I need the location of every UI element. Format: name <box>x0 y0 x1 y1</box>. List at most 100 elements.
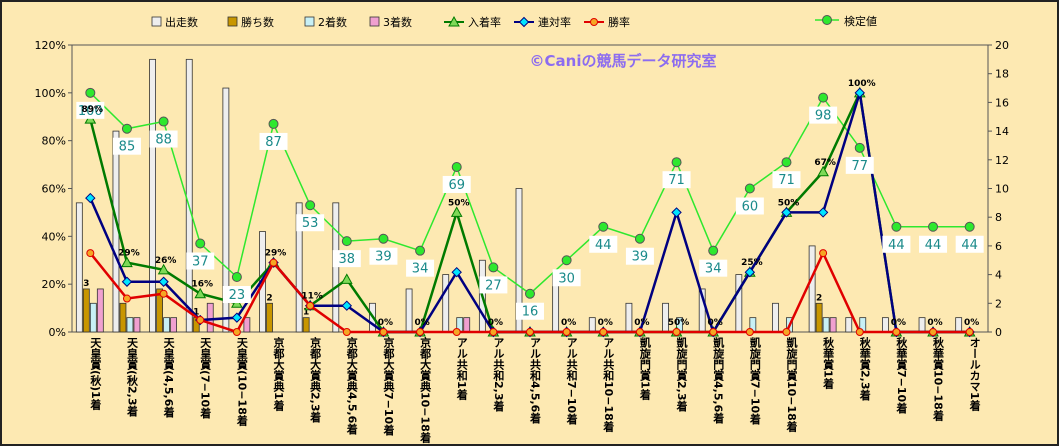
series-勝率 <box>86 249 974 336</box>
bar-出走数 <box>332 202 340 333</box>
category-label: 京都大賞典7−10着 <box>382 336 396 436</box>
watermark: ©Caniの競馬データ研究室 <box>530 52 717 70</box>
marker-勝率 <box>745 328 754 336</box>
kentei-marker <box>268 118 279 129</box>
left-axis-tick-label: 80% <box>42 135 66 148</box>
marker-連対率 <box>781 207 792 218</box>
marker-勝率 <box>855 328 864 336</box>
kentei-label-box <box>809 106 838 124</box>
rate-data-label: 67% <box>814 158 836 168</box>
bar-出走数 <box>588 317 596 333</box>
rate-data-label: 16% <box>191 280 213 290</box>
marker-勝率 <box>599 328 608 336</box>
rate-data-label: 0% <box>378 318 393 328</box>
category-label: 京都大賞典1着 <box>272 336 286 412</box>
kentei-label: 87 <box>265 135 282 150</box>
bar-3着数 <box>243 317 251 333</box>
kentei-label-box <box>222 285 251 303</box>
marker-勝率 <box>709 328 718 336</box>
marker-勝率 <box>232 328 241 336</box>
bar-3着数 <box>829 317 837 333</box>
rate-data-label: 0% <box>708 318 723 328</box>
category-label: 秋華賞1着 <box>822 336 836 390</box>
kentei-label: 88 <box>155 133 172 148</box>
rate-data-label: 0% <box>598 318 613 328</box>
bar-3着数 <box>463 317 471 333</box>
kentei-marker <box>451 161 462 172</box>
bar-3着数 <box>206 302 214 333</box>
kentei-label-box <box>406 259 435 277</box>
kentei-label: 30 <box>558 271 575 286</box>
bar-出走数 <box>185 58 193 333</box>
kentei-label-box <box>112 137 141 155</box>
bar-勝ち数 <box>156 288 164 333</box>
kentei-label-box <box>552 269 581 287</box>
rate-data-label: 0% <box>891 318 906 328</box>
right-axis-tick-label: 12 <box>995 154 1009 167</box>
kentei-label: 77 <box>851 159 868 174</box>
kentei-label-box <box>662 171 691 189</box>
marker-連対率 <box>671 207 682 218</box>
kentei-marker <box>121 123 132 134</box>
legend-swatch-2着数 <box>304 16 315 27</box>
marker-勝率 <box>452 328 461 336</box>
marker-連対率 <box>158 276 169 287</box>
bar-勝ち数 <box>119 302 127 333</box>
category-label: 天皇賞(10−18着 <box>235 337 249 427</box>
marker-入着率 <box>450 206 463 217</box>
category-label: アル共和4,5,6着 <box>529 337 543 424</box>
category-label: アル共和2,3着 <box>492 337 506 412</box>
kentei-label: 38 <box>339 252 356 267</box>
marker-連対率 <box>817 207 829 218</box>
rate-data-label: 50% <box>668 318 690 328</box>
kentei-marker <box>891 221 902 232</box>
category-label: アル共和10−18着 <box>602 337 616 433</box>
right-axis-tick-label: 6 <box>995 240 1002 253</box>
marker-勝率 <box>416 328 425 336</box>
kentei-label-box <box>332 250 361 268</box>
category-label: 秋華賞2,3着 <box>858 336 872 401</box>
rate-data-label: 29% <box>118 249 140 259</box>
kentei-label-box <box>735 197 764 215</box>
marker-連対率 <box>231 312 243 323</box>
bar-2着数 <box>822 317 830 333</box>
kentei-label: 98 <box>815 109 832 124</box>
bar-勝ち数 <box>266 302 273 333</box>
rate-data-label: 26% <box>155 256 177 266</box>
kentei-marker <box>488 262 499 273</box>
category-label: 天皇賞(秋2,3着 <box>125 337 139 418</box>
kentei-marker <box>525 288 535 299</box>
category-label: アル共和7−10着 <box>565 337 579 425</box>
bar-3着数 <box>170 317 178 333</box>
category-label: 京都大賞典10−18着 <box>419 336 433 444</box>
legend-swatch-出走数 <box>151 16 162 27</box>
bar-出走数 <box>845 317 853 333</box>
legend-label: 2着数 <box>318 15 347 29</box>
bar-出走数 <box>772 302 779 333</box>
rate-data-label: 0% <box>488 318 503 328</box>
kentei-label: 44 <box>961 238 978 253</box>
bar-出走数 <box>75 202 83 333</box>
legend-label: 勝率 <box>608 15 630 29</box>
kentei-label-box <box>442 175 471 193</box>
left-axis-tick-label: 120% <box>35 39 66 52</box>
marker-入着率 <box>817 165 829 177</box>
bar-2着数 <box>126 317 134 333</box>
kentei-label-box <box>845 156 874 174</box>
category-label: オールカマ1着 <box>968 337 982 412</box>
right-axis-tick-label: 2 <box>995 297 1002 310</box>
marker-入着率 <box>157 263 170 275</box>
marker-連対率 <box>744 267 756 278</box>
kentei-label-box <box>772 171 801 189</box>
kentei-marker <box>928 221 939 232</box>
kentei-label: 71 <box>778 173 795 188</box>
category-label: 凱旋門賞10−18着 <box>785 336 799 433</box>
kentei-marker <box>195 238 206 249</box>
legend-label: 出走数 <box>165 15 198 29</box>
kentei-marker <box>781 157 792 168</box>
legend-label: 入着率 <box>468 15 501 29</box>
bar-出走数 <box>882 317 889 333</box>
marker-勝率 <box>929 328 938 336</box>
legend-label: 連対率 <box>538 15 571 29</box>
kentei-marker <box>415 245 426 256</box>
